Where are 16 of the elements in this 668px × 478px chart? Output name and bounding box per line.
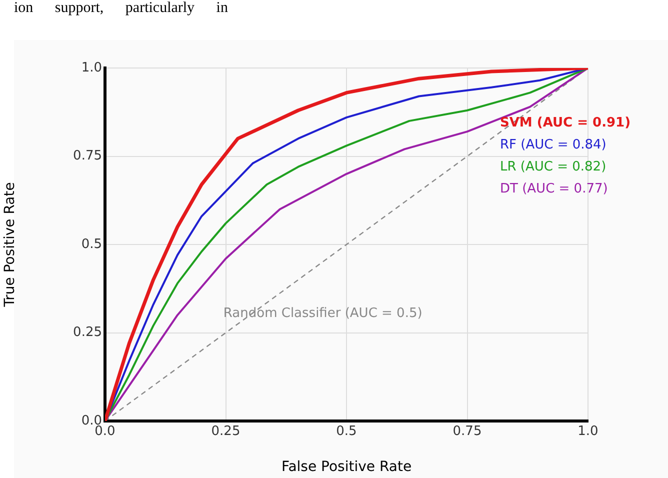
text: SVM (AUC = 0.91) [500, 115, 631, 130]
y-axis-title: True Positive Rate [2, 182, 18, 308]
text: LR (AUC = 0.82) [500, 159, 606, 174]
x-tick-label: 0.25 [211, 424, 240, 440]
x-tick-label: 0.75 [452, 424, 482, 440]
y-tick-label: 1.0 [81, 60, 102, 76]
text: ion support, particularly in [14, 0, 228, 16]
text: RF (AUC = 0.84) [500, 137, 606, 152]
x-tick-label: 1.0 [578, 424, 598, 440]
y-tick-label: 0.25 [73, 325, 102, 340]
y-tick-label: 0.5 [81, 236, 102, 252]
x-tick-label: 0.5 [336, 424, 357, 440]
x-axis-title: False Positive Rate [281, 459, 412, 476]
series-label: Random Classifier (AUC = 0.5) [223, 306, 422, 322]
text: DT (AUC = 0.77) [500, 181, 608, 196]
y-tick-label: 0.75 [73, 148, 102, 164]
